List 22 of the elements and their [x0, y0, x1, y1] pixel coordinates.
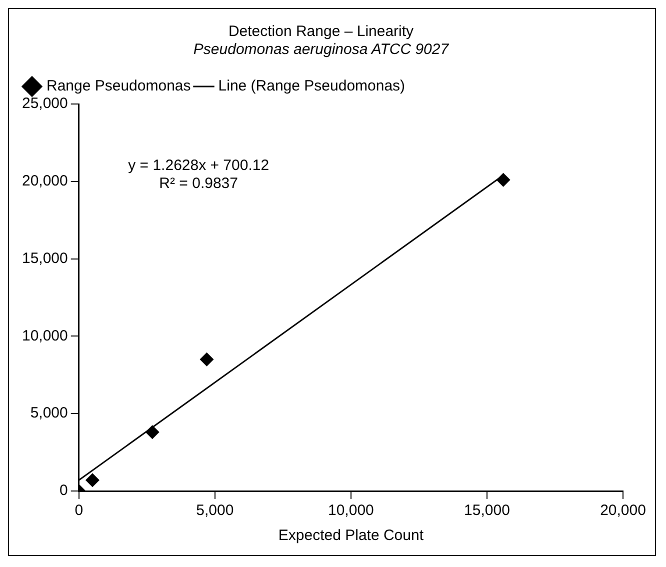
y-tick-label: 25,000: [22, 95, 68, 112]
y-tick-label: 5,000: [30, 404, 68, 422]
annotation: y = 1.2628x + 700.12: [128, 157, 270, 174]
annotation: R² = 0.9837: [159, 175, 238, 192]
y-tick-label: 0: [60, 482, 68, 500]
point: [85, 473, 100, 488]
x-tick-label: 5,000: [196, 502, 234, 520]
legend-label: Line (Range Pseudomonas): [218, 78, 406, 95]
point: [145, 425, 160, 440]
chart-subtitle: Pseudomonas aeruginosa ATCC 9027: [193, 41, 450, 58]
x-tick-label: 20,000: [600, 502, 646, 520]
legend-label: Range Pseudomonas: [46, 78, 191, 95]
x-tick-label: 15,000: [464, 502, 510, 520]
x-axis-title: Expected Plate Count: [278, 527, 424, 544]
x-tick-label: 0: [74, 502, 84, 520]
point: [200, 352, 214, 366]
x-tick-label: 10,000: [328, 502, 374, 520]
y-tick-label: 20,000: [22, 172, 68, 190]
point: [496, 172, 510, 187]
y-tick-label: 15,000: [22, 250, 68, 267]
y-tick-label: 10,000: [22, 327, 68, 344]
chart-title: Detection Range – Linearity: [228, 23, 414, 40]
